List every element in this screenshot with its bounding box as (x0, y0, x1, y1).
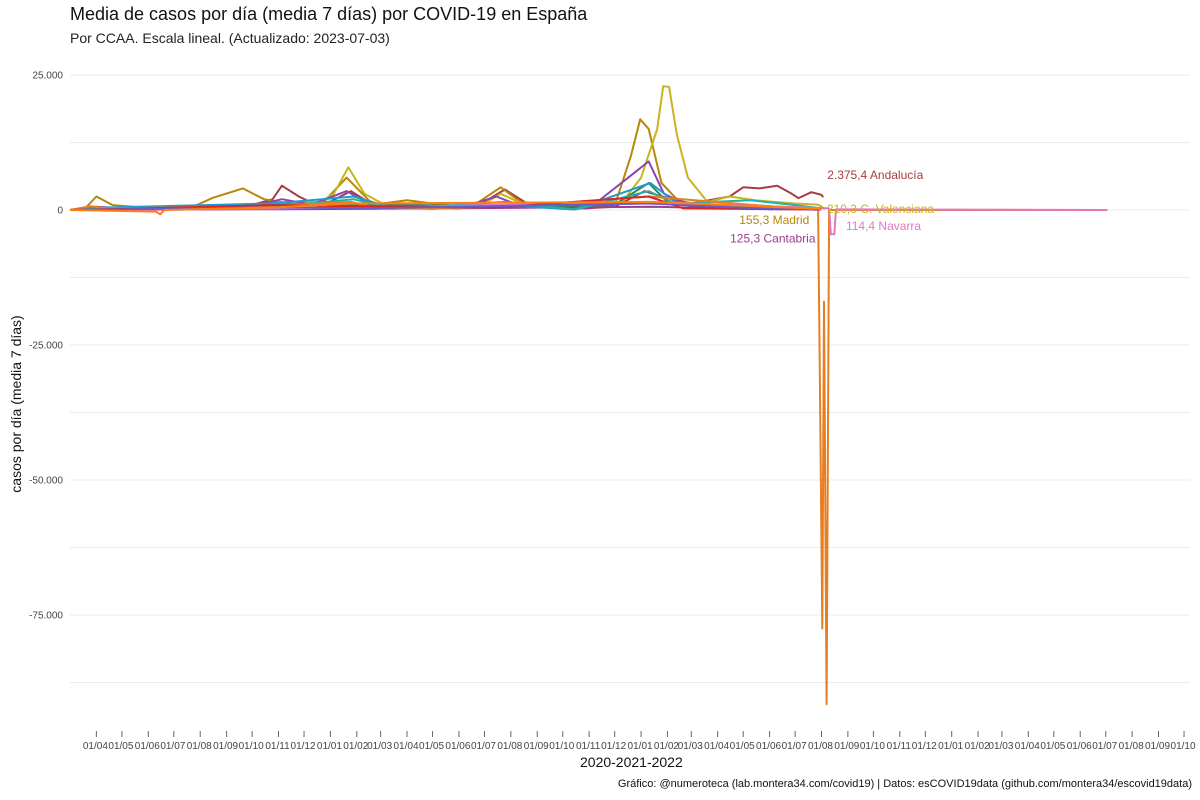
x-tick-label: 01/06 (1067, 741, 1092, 752)
y-tick-label: -25.000 (29, 341, 63, 352)
series-end-label: 125,3 Cantabria (730, 231, 816, 245)
series-labels: 2.375,4 Andalucía 155,3 Madrid 210,3 C. Va… (730, 168, 934, 245)
x-tick-label: 01/03 (678, 741, 703, 752)
x-tick-label: 01/06 (756, 741, 781, 752)
x-tick-label: 01/11 (265, 741, 290, 752)
grid-lines (70, 74, 1190, 683)
y-tick-label: 25.000 (32, 71, 63, 82)
x-axis-ticks: 01/04 01/05 01/06 01/07 01/08 01/09 01/10 01/11… (83, 731, 1196, 752)
x-tick-label: 01/06 (445, 741, 470, 752)
x-tick-label: 01/05 (730, 741, 755, 752)
x-tick-label: 01/10 (860, 741, 885, 752)
x-tick-label: 01/01 (628, 741, 653, 752)
y-axis-ticks: 25.000 0 -25.000 -50.000 -75.000 (29, 71, 63, 622)
x-tick-label: 01/10 (549, 741, 574, 752)
x-tick-label: 01/04 (83, 741, 108, 752)
x-axis-label: 2020-2021-2022 (580, 754, 683, 770)
x-tick-label: 01/11 (887, 741, 912, 752)
chart-caption: Gráfico: @numeroteca (lab.montera34.com/… (617, 778, 1192, 790)
x-tick-label: 01/04 (394, 741, 419, 752)
x-tick-label: 01/07 (1092, 741, 1117, 752)
chart-title: Media de casos por día (media 7 días) po… (70, 4, 588, 24)
x-tick-label: 01/07 (471, 741, 496, 752)
x-tick-label: 01/10 (239, 741, 264, 752)
x-tick-label: 01/08 (497, 741, 522, 752)
x-tick-label: 01/01 (938, 741, 963, 752)
series-line (69, 85, 826, 211)
x-tick-label: 01/06 (135, 741, 160, 752)
x-tick-label: 01/02 (965, 741, 990, 752)
series-end-label: 114,4 Navarra (846, 219, 921, 233)
series-end-label: 2.375,4 Andalucía (827, 168, 923, 182)
series-end-label: 210,3 C. Valenciana (827, 202, 935, 216)
x-tick-label: 01/09 (834, 741, 859, 752)
series-line (69, 118, 812, 211)
chart-subtitle: Por CCAA. Escala lineal. (Actualizado: 2… (70, 30, 390, 46)
x-tick-label: 01/09 (524, 741, 549, 752)
x-tick-label: 01/05 (108, 741, 133, 752)
x-tick-label: 01/09 (1145, 741, 1170, 752)
x-tick-label: 01/03 (367, 741, 392, 752)
series-end-label: 155,3 Madrid (739, 213, 809, 227)
y-tick-label: -75.000 (29, 611, 63, 622)
x-tick-label: 01/03 (988, 741, 1013, 752)
y-tick-label: -50.000 (29, 476, 63, 487)
x-tick-label: 01/05 (419, 741, 444, 752)
x-tick-label: 01/08 (187, 741, 212, 752)
x-tick-label: 01/07 (160, 741, 185, 752)
x-tick-label: 01/12 (912, 741, 937, 752)
x-tick-label: 01/12 (601, 741, 626, 752)
series-line (69, 195, 1108, 706)
series-line (69, 200, 822, 216)
x-tick-label: 01/12 (291, 741, 316, 752)
x-tick-label: 01/02 (654, 741, 679, 752)
x-tick-label: 01/02 (343, 741, 368, 752)
x-tick-label: 01/04 (704, 741, 729, 752)
x-tick-label: 01/08 (808, 741, 833, 752)
x-tick-label: 01/01 (317, 741, 342, 752)
x-tick-label: 01/08 (1119, 741, 1144, 752)
x-tick-label: 01/05 (1040, 741, 1065, 752)
x-tick-label: 01/07 (782, 741, 807, 752)
x-tick-label: 01/09 (213, 741, 238, 752)
x-tick-label: 01/11 (576, 741, 601, 752)
x-tick-label: 01/10 (1171, 741, 1196, 752)
y-tick-label: 0 (57, 206, 63, 217)
y-axis-label: casos por día (media 7 días) (8, 315, 24, 493)
x-tick-label: 01/04 (1015, 741, 1040, 752)
series-lines (69, 85, 1108, 706)
